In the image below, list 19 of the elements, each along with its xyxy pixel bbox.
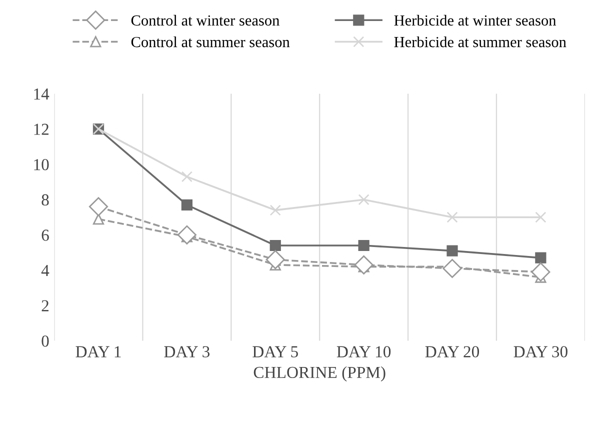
- legend-label: Control at winter season: [131, 14, 280, 26]
- x-axis-title: CHLORINE (PPM): [254, 366, 386, 382]
- y-tick-label: 8: [42, 194, 49, 206]
- y-tick-label: 10: [34, 159, 49, 170]
- x-tick-label: DAY 5: [252, 346, 298, 358]
- x-tick-label: DAY 10: [336, 346, 391, 358]
- legend-label: Control at summer season: [131, 36, 290, 48]
- y-tick-label: 4: [41, 265, 50, 276]
- legend-label: Herbicide at summer season: [394, 36, 566, 48]
- y-tick-label: 14: [34, 88, 50, 100]
- y-tick-label: 6: [42, 230, 49, 241]
- y-tick-label: 0: [42, 336, 49, 347]
- y-tick-label: 2: [42, 300, 48, 312]
- legend-label: Herbicide at winter season: [394, 14, 556, 26]
- x-tick-label: DAY 3: [164, 346, 210, 358]
- x-tick-label: DAY 30: [514, 346, 568, 358]
- x-tick-label: DAY 1: [76, 346, 121, 358]
- x-tick-label: DAY 20: [425, 346, 480, 358]
- y-tick-label: 12: [34, 124, 48, 135]
